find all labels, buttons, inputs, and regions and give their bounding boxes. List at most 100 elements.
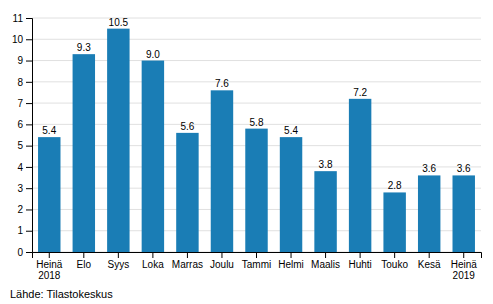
x-tick-mark [152, 252, 153, 258]
x-tick-label-line: Helmi [278, 259, 304, 270]
data-label: 5.6 [180, 121, 194, 132]
x-tick: Huhti [348, 252, 371, 270]
x-tick: Helmi [278, 252, 304, 270]
y-tick: 8 [17, 77, 32, 88]
data-label: 3.8 [319, 159, 333, 170]
y-tick-label: 1 [17, 225, 23, 236]
y-axis-line [26, 19, 33, 253]
grid-line [32, 81, 481, 82]
x-tick-label: Huhti [348, 259, 371, 270]
bar [73, 54, 95, 252]
y-tick-label: 2 [17, 204, 23, 215]
x-tick: Syys [108, 252, 130, 270]
y-tick: 1 [17, 225, 32, 236]
bar [453, 175, 475, 252]
x-tick-label-line: Marras [172, 259, 203, 270]
x-tick: Joulu [210, 252, 234, 270]
x-tick-label: Touko [381, 259, 408, 270]
x-tick-label: Marras [172, 259, 203, 270]
y-tick-label: 5 [17, 140, 23, 151]
y-tick-label: 0 [17, 247, 23, 258]
data-label: 5.8 [250, 117, 264, 128]
y-tick: 9 [17, 55, 32, 66]
annotation: Lähde: Tilastokeskus [10, 288, 113, 300]
x-tick-mark [256, 252, 257, 258]
x-tick-label-line: 2018 [38, 270, 61, 281]
x-tick-label-line: Joulu [210, 259, 234, 270]
x-tick-label-line: Elo [77, 259, 92, 270]
x-tick-label: Loka [142, 259, 164, 270]
x-tick-label: Heinä2018 [36, 259, 63, 281]
x-tick-label: Joulu [210, 259, 234, 270]
x-tick-label: Maalis [311, 259, 340, 270]
y-tick-mark [26, 61, 32, 62]
bar [211, 90, 233, 252]
x-tick-mark [360, 252, 361, 258]
x-tick-label-line: Touko [381, 259, 408, 270]
y-tick: 10 [12, 34, 32, 45]
x-tick-label-line: Kesä [418, 259, 441, 270]
x-tick-mark [118, 252, 119, 258]
y-tick: 2 [17, 204, 32, 215]
y-tick-mark [26, 167, 32, 168]
y-tick-mark [26, 252, 32, 253]
y-tick-mark [26, 188, 32, 189]
x-tick: Kesä [418, 252, 441, 270]
x-tick: Tammi [242, 252, 271, 270]
data-labels: 5.49.310.59.05.67.65.85.43.87.22.83.63.6 [42, 17, 471, 192]
bar [107, 29, 129, 252]
bar [418, 175, 440, 252]
x-tick: Elo [77, 252, 92, 270]
x-tick-mark [325, 252, 326, 258]
data-label: 5.4 [42, 125, 56, 136]
y-tick: 3 [17, 183, 32, 194]
y-tick-label: 11 [13, 13, 24, 24]
data-label: 3.6 [422, 163, 436, 174]
data-label: 2.8 [388, 180, 402, 191]
grid-line [32, 103, 481, 104]
data-label: 7.6 [215, 78, 229, 89]
y-axis: 0 1 2 3 4 5 6 7 8 9 10 11 [12, 13, 33, 258]
data-label: 7.2 [353, 87, 367, 98]
x-tick-mark [429, 252, 430, 258]
x-tick-label-line: 2019 [453, 270, 476, 281]
x-tick-mark [83, 252, 84, 258]
y-tick-mark [26, 39, 32, 40]
y-tick-mark [26, 103, 32, 104]
x-tick-label-line: Syys [108, 259, 130, 270]
x-tick-label-line: Maalis [311, 259, 340, 270]
x-tick-mark [463, 252, 464, 258]
x-tick-label: Kesä [418, 259, 441, 270]
bar [176, 133, 198, 252]
y-tick: 11 [13, 13, 32, 24]
x-tick: Marras [172, 252, 203, 270]
y-tick-mark [26, 209, 32, 210]
x-tick-label: Elo [77, 259, 92, 270]
x-tick-mark [187, 252, 188, 258]
x-tick: Loka [142, 252, 164, 270]
x-tick-label-line: Tammi [242, 259, 271, 270]
grid-line [32, 18, 481, 19]
y-tick-label: 7 [17, 98, 23, 109]
x-tick-mark [49, 252, 50, 258]
y-tick: 4 [17, 162, 32, 173]
y-tick-mark [26, 146, 32, 147]
x-tick-label-line: Loka [142, 259, 164, 270]
data-label: 3.6 [457, 163, 471, 174]
y-tick-label: 6 [17, 119, 23, 130]
x-tick: Heinä2018 [36, 252, 63, 281]
data-label: 9.0 [146, 49, 160, 60]
grid-line [32, 39, 481, 40]
data-label: 9.3 [77, 42, 91, 53]
y-tick-mark [26, 18, 32, 19]
x-tick-label-line: Huhti [348, 259, 371, 270]
y-tick-label: 8 [17, 77, 23, 88]
bar [142, 61, 164, 252]
x-tick-label: Helmi [278, 259, 304, 270]
x-tick-mark [221, 252, 222, 258]
data-label: 10.5 [109, 17, 129, 28]
x-tick-label: Syys [108, 259, 130, 270]
x-tick-label: Heinä2019 [451, 259, 478, 281]
x-tick: Touko [381, 252, 408, 270]
y-tick-label: 3 [17, 183, 23, 194]
